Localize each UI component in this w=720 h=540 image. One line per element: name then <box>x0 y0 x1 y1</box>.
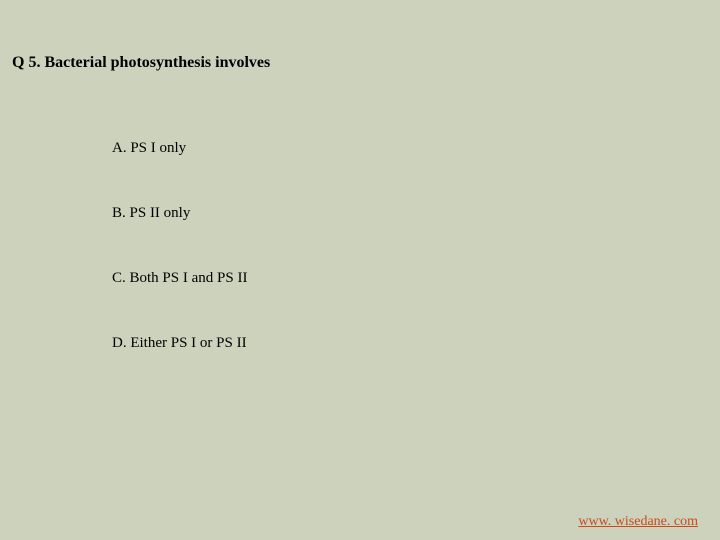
quiz-slide: Q 5. Bacterial photosynthesis involves A… <box>0 0 720 540</box>
option-d: D. Either PS I or PS II <box>112 335 247 352</box>
question-text: Q 5. Bacterial photosynthesis involves <box>12 54 270 72</box>
options-list: A. PS I only B. PS II only C. Both PS I … <box>112 140 247 400</box>
option-b: B. PS II only <box>112 205 247 222</box>
option-c: C. Both PS I and PS II <box>112 270 247 287</box>
footer-link[interactable]: www. wisedane. com <box>578 514 698 530</box>
option-a: A. PS I only <box>112 140 247 157</box>
